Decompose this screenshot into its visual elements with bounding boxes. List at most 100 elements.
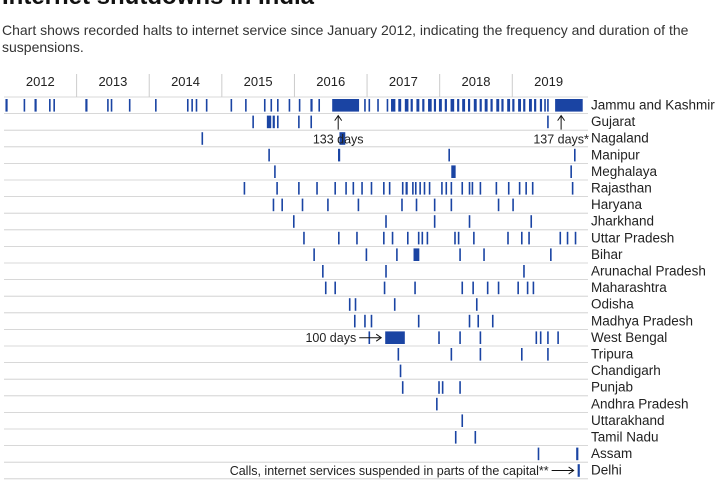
- state-label: Tripura: [591, 347, 634, 362]
- state-label: Uttar Pradesh: [591, 230, 674, 245]
- shutdown-bar: [507, 99, 511, 112]
- shutdown-bar: [532, 281, 535, 295]
- shutdown-bar: [298, 182, 300, 195]
- shutdown-bar: [577, 464, 580, 477]
- state-label: Maharashtra: [591, 280, 667, 295]
- shutdown-bar: [201, 132, 204, 145]
- shutdown-bar: [414, 281, 416, 295]
- shutdown-bar: [386, 99, 389, 112]
- year-label: 2019: [534, 74, 563, 89]
- shutdown-bar: [518, 99, 521, 112]
- shutdown-bar: [467, 99, 471, 112]
- shutdown-bar: [459, 248, 461, 261]
- shutdown-bar: [473, 231, 475, 245]
- annotation-label: 137 days*: [533, 133, 589, 147]
- shutdown-bar: [398, 99, 402, 112]
- shutdown-bar: [528, 99, 532, 112]
- shutdown-bar: [338, 231, 340, 245]
- shutdown-bar: [310, 115, 313, 129]
- shutdown-bar: [495, 182, 498, 195]
- shutdown-bar: [338, 148, 341, 162]
- shutdown-bar: [491, 314, 494, 328]
- shutdown-bar: [357, 198, 360, 212]
- shutdown-bar: [301, 198, 304, 212]
- chart-title: Internet shutdowns in India: [2, 0, 314, 11]
- shutdown-bar: [422, 99, 425, 112]
- state-label: Odisha: [591, 297, 634, 312]
- shutdown-bar: [428, 182, 431, 195]
- state-label: Madhya Pradesh: [591, 313, 693, 328]
- shutdown-bar: [445, 182, 448, 195]
- shutdown-bar: [457, 99, 460, 112]
- shutdown-bar: [497, 198, 500, 212]
- shutdown-bar: [520, 231, 523, 245]
- annotation-label: 100 days: [305, 331, 356, 345]
- shutdown-bar: [383, 281, 386, 295]
- state-label: Delhi: [591, 463, 622, 478]
- shutdown-bar: [298, 115, 300, 129]
- state-label: Rajasthan: [591, 181, 652, 196]
- shutdown-bar: [450, 182, 453, 195]
- shutdown-bar: [364, 99, 366, 112]
- chart-subtitle: Chart shows recorded halts to internet s…: [2, 22, 689, 55]
- shutdown-bar: [444, 99, 447, 112]
- shutdown-bar: [245, 99, 247, 112]
- shutdown-bar: [433, 215, 436, 228]
- state-label: Haryana: [591, 197, 643, 212]
- state-label: Jammu and Kashmir: [591, 98, 715, 113]
- shutdown-bar: [547, 115, 549, 129]
- shutdown-bar: [461, 182, 464, 195]
- shutdown-bar: [450, 198, 453, 212]
- shutdown-bar: [454, 431, 457, 444]
- shutdown-bar: [324, 281, 327, 295]
- shutdown-bar: [53, 99, 55, 112]
- shutdown-bar: [415, 198, 418, 212]
- shutdown-bar: [547, 348, 549, 361]
- shutdown-bar: [368, 99, 371, 112]
- shutdown-bar: [528, 231, 530, 245]
- shutdown-bar: [107, 99, 109, 112]
- shutdown-bar: [535, 331, 538, 344]
- shutdown-bar: [571, 182, 574, 195]
- shutdown-bar: [468, 314, 471, 328]
- shutdown-bar: [555, 99, 583, 112]
- shutdown-bar: [426, 231, 429, 245]
- state-label: Assam: [591, 446, 632, 461]
- shutdown-bar: [230, 99, 233, 112]
- shutdown-bar: [523, 99, 526, 112]
- shutdown-bar: [576, 447, 579, 461]
- shutdown-bar: [414, 182, 417, 195]
- shutdown-bar: [292, 215, 295, 228]
- shutdown-bar: [507, 182, 510, 195]
- shutdown-bar: [361, 182, 363, 195]
- shutdown-bar: [550, 248, 552, 261]
- shutdown-bar: [332, 99, 360, 112]
- shutdown-bar: [191, 99, 193, 112]
- shutdown-bar: [468, 215, 471, 228]
- state-label: Manipur: [591, 147, 640, 162]
- shutdown-bar: [327, 198, 329, 212]
- year-label: 2012: [26, 74, 55, 89]
- shutdown-bar: [484, 99, 488, 112]
- shutdown-bar: [471, 182, 474, 195]
- shutdown-bar: [438, 99, 442, 112]
- shutdown-bar: [416, 99, 420, 112]
- shutdown-bar: [539, 331, 542, 344]
- shutdown-bar: [525, 182, 527, 195]
- shutdown-bar: [518, 182, 521, 195]
- shutdown-bar: [417, 314, 420, 328]
- shutdown-bar: [391, 99, 396, 112]
- shutdown-bar: [354, 298, 357, 311]
- state-label: West Bengal: [591, 330, 667, 345]
- annotation-arrowhead: [568, 466, 575, 475]
- shutdown-bar: [399, 364, 402, 378]
- shutdown-bar: [520, 348, 523, 361]
- shutdown-bar: [334, 182, 336, 195]
- shutdown-bar: [353, 314, 356, 328]
- annotation-label: Calls, internet services suspended in pa…: [230, 464, 549, 478]
- state-label: Jharkhand: [591, 214, 654, 229]
- annotation-arrowhead: [334, 114, 343, 121]
- shutdown-bar: [512, 198, 514, 212]
- shutdown-bar: [85, 99, 88, 112]
